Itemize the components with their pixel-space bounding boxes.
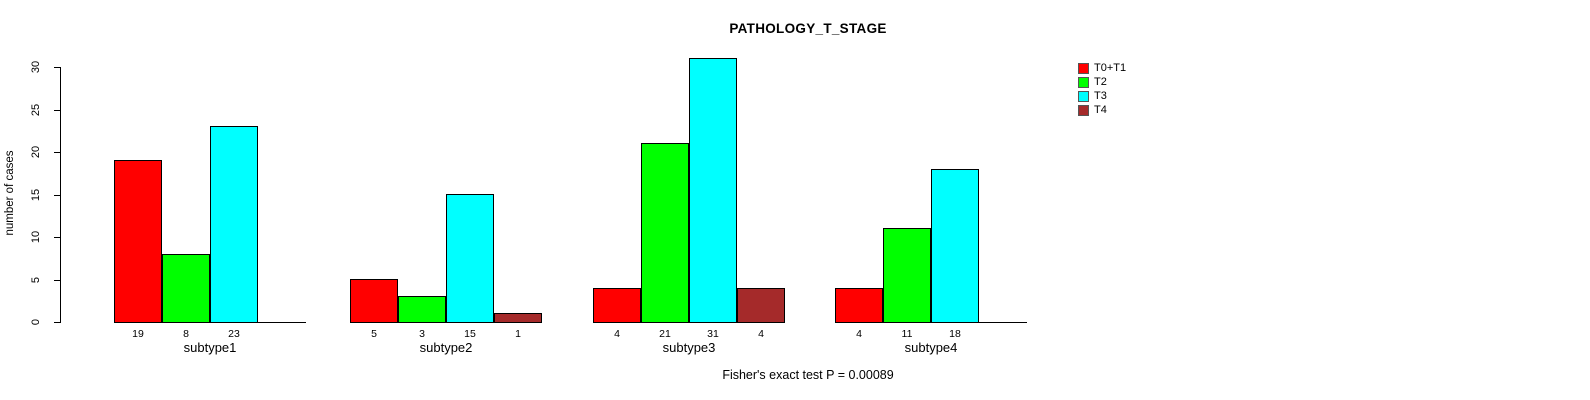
bar-T0+T1-subtype4 — [835, 288, 883, 323]
bar-value-label: 4 — [856, 328, 862, 340]
y-tick-label: 25 — [30, 103, 42, 116]
bar-T0+T1-subtype1 — [114, 160, 162, 323]
y-tick — [54, 152, 60, 153]
bar-value-label: 1 — [515, 328, 521, 340]
bar-T3-subtype3 — [689, 58, 737, 323]
y-tick-label: 20 — [30, 145, 42, 159]
x-category-label-subtype3: subtype3 — [662, 340, 716, 355]
legend-swatch — [1078, 76, 1089, 88]
x-category-label-subtype2: subtype2 — [419, 340, 473, 355]
bar-value-label: 5 — [371, 328, 377, 340]
legend-label: T2 — [1094, 76, 1107, 88]
legend: T0+T1 T2 T3 T4 — [1078, 61, 1126, 117]
legend-label: T0+T1 — [1094, 62, 1127, 74]
bar-value-label: 4 — [614, 328, 620, 340]
legend-swatch — [1078, 62, 1089, 74]
bar-T4-subtype2 — [494, 313, 542, 323]
y-tick-label: 10 — [30, 230, 42, 244]
y-tick-label: 30 — [30, 60, 42, 74]
bar-value-label: 3 — [419, 328, 425, 340]
bar-T3-subtype2 — [446, 194, 494, 323]
bar-value-label: 31 — [707, 328, 719, 340]
bar-T3-subtype4 — [931, 169, 979, 323]
bar-value-label: 18 — [949, 328, 961, 340]
bar-T2-subtype2 — [398, 296, 446, 323]
bar-T2-subtype4 — [883, 228, 931, 323]
x-category-label-subtype4: subtype4 — [904, 340, 958, 355]
legend-swatch — [1078, 104, 1089, 116]
bar-value-label: 15 — [464, 328, 476, 340]
y-tick-label: 15 — [30, 188, 42, 201]
y-tick-label: 5 — [30, 276, 42, 283]
y-tick-label: 0 — [30, 318, 42, 326]
y-tick — [54, 194, 60, 196]
legend-swatch — [1078, 90, 1089, 102]
bar-value-label: 19 — [132, 328, 144, 340]
y-axis-line — [60, 67, 61, 323]
bar-T0+T1-subtype2 — [350, 279, 398, 323]
y-tick — [54, 237, 60, 238]
bar-value-label: 8 — [183, 328, 189, 340]
y-tick — [54, 322, 60, 323]
x-category-label-subtype1: subtype1 — [183, 340, 237, 355]
legend-item-T0+T1: T0+T1 — [1078, 61, 1126, 75]
bar-value-label: 21 — [659, 328, 671, 340]
y-tick — [54, 67, 60, 68]
bar-T2-subtype3 — [641, 143, 689, 323]
bar-value-label: 23 — [228, 328, 240, 340]
legend-label: T4 — [1094, 104, 1107, 116]
bar-value-label: 4 — [758, 328, 764, 340]
legend-label: T3 — [1094, 90, 1107, 102]
y-axis-label: number of cases — [4, 150, 16, 236]
chart-title: PATHOLOGY_T_STAGE — [729, 21, 887, 36]
bar-T3-subtype1 — [210, 126, 258, 323]
bar-T2-subtype1 — [162, 254, 210, 323]
bar-value-label: 11 — [901, 328, 913, 340]
y-tick — [54, 279, 60, 281]
fisher-test-annotation: Fisher's exact test P = 0.00089 — [722, 368, 894, 382]
legend-item-T2: T2 — [1078, 75, 1126, 89]
bar-T4-subtype3 — [737, 288, 785, 323]
bar-T0+T1-subtype3 — [593, 288, 641, 323]
y-tick — [54, 109, 60, 111]
legend-item-T3: T3 — [1078, 89, 1126, 103]
legend-item-T4: T4 — [1078, 103, 1126, 117]
